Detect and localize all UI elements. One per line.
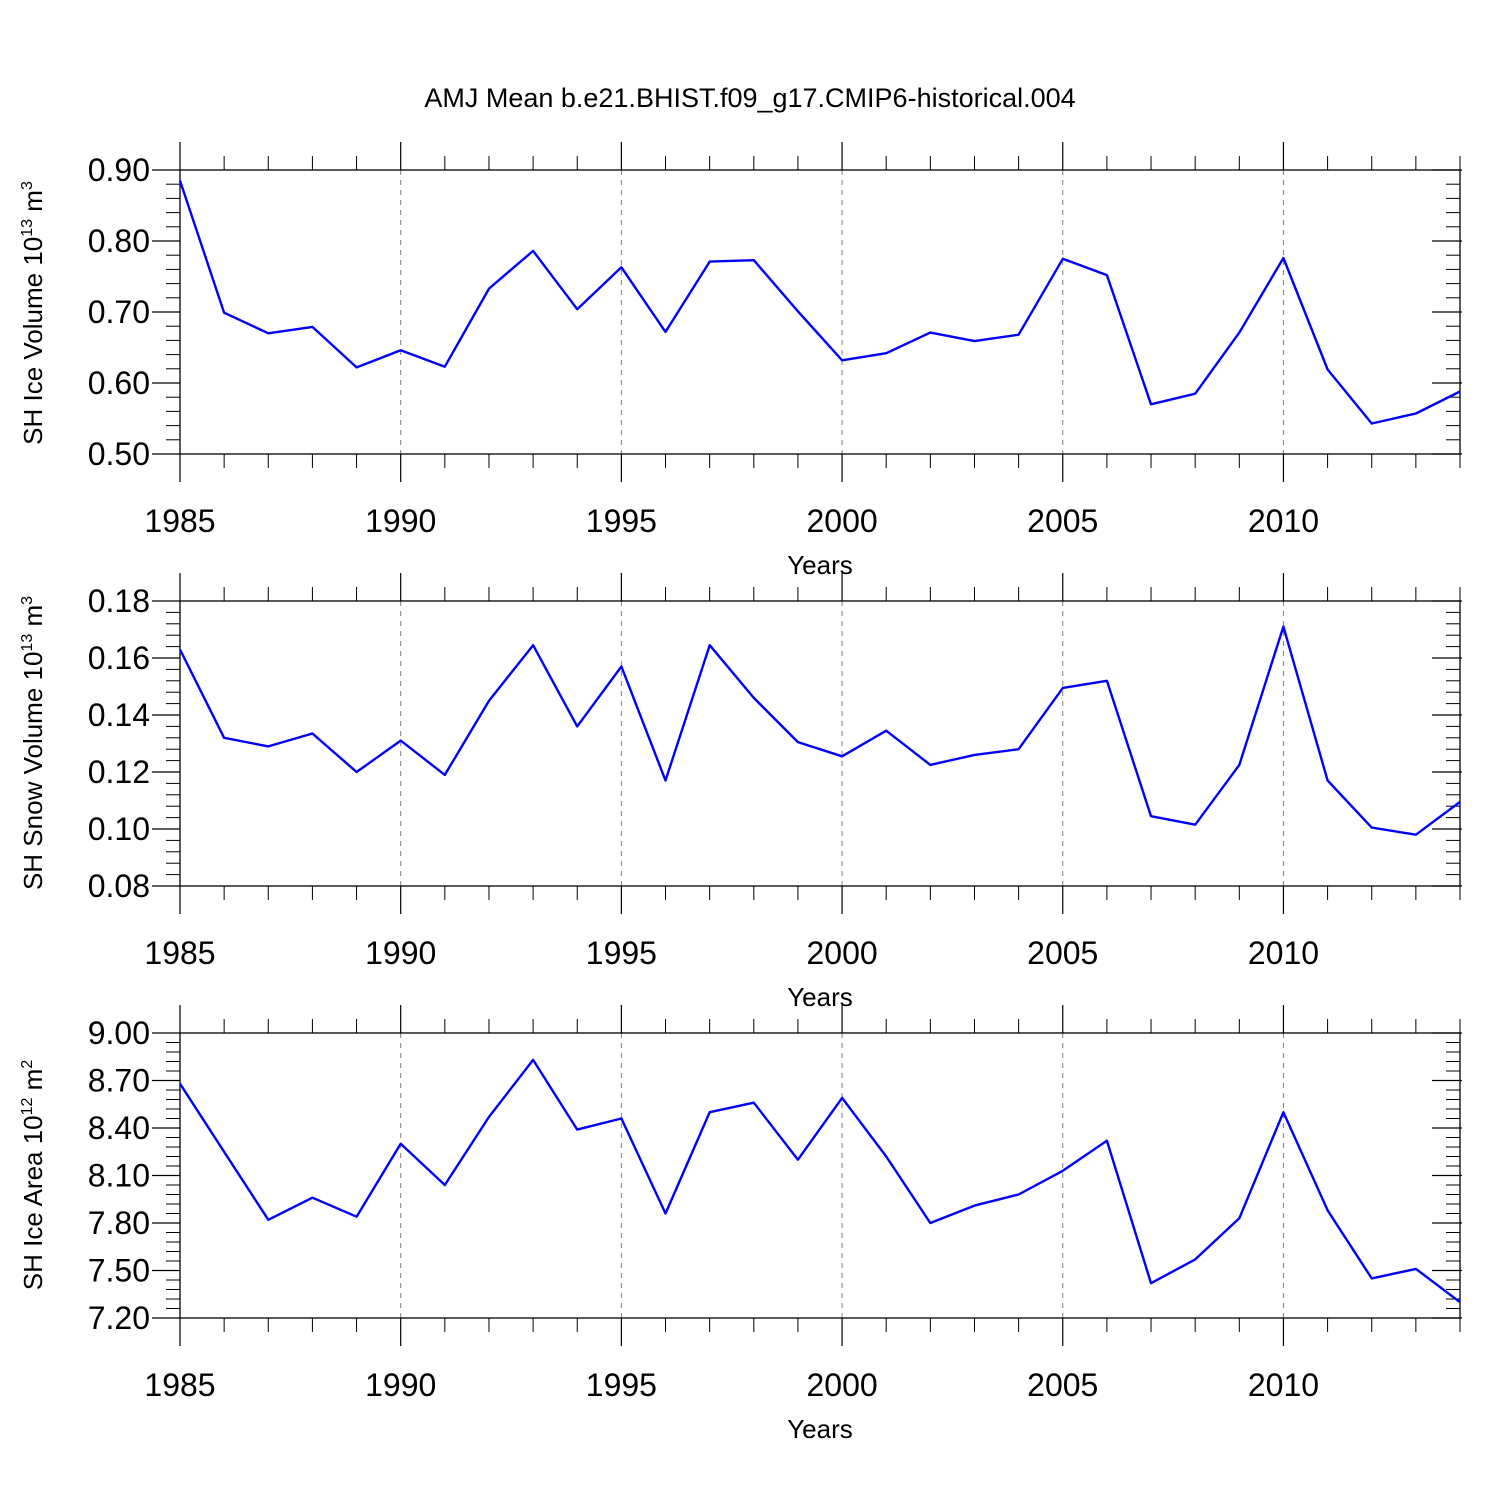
y-tick-label: 0.90 — [88, 152, 150, 188]
figure-title: AMJ Mean b.e21.BHIST.f09_g17.CMIP6-histo… — [424, 83, 1075, 113]
series-line — [178, 1058, 1461, 1304]
panel-ice-area: 7.20 7.50 7.80 8.10 8.40 8.70 9.00 1985 1990 1995… — [18, 1005, 1462, 1444]
y-tick-label: 0.18 — [88, 583, 150, 619]
y-tick-label: 0.08 — [88, 868, 150, 904]
x-tick-label: 1995 — [586, 935, 657, 971]
x-axis-title: Years — [787, 550, 853, 580]
x-tick-label: 1990 — [365, 1367, 436, 1403]
x-tick-label: 2005 — [1027, 1367, 1098, 1403]
x-tick-label: 2000 — [806, 503, 877, 539]
y-tick-label: 9.00 — [88, 1015, 150, 1051]
x-axis-title: Years — [787, 1414, 853, 1444]
y-tick-label: 7.20 — [88, 1300, 150, 1336]
y-tick-label: 0.10 — [88, 811, 150, 847]
x-axis-title: Years — [787, 982, 853, 1012]
plot-frame — [179, 1032, 1461, 1319]
series-line — [178, 625, 1461, 836]
y-axis-title: SH Ice Area 1012 m2 — [18, 1060, 48, 1291]
y-tick-label: 7.50 — [88, 1253, 150, 1289]
y-tick-label: 8.70 — [88, 1063, 150, 1099]
x-tick-label: 2000 — [806, 1367, 877, 1403]
x-tick-label: 2010 — [1248, 1367, 1319, 1403]
y-tick-label: 0.16 — [88, 640, 150, 676]
x-tick-label: 1990 — [365, 935, 436, 971]
y-tick-label: 0.70 — [88, 294, 150, 330]
x-tick-label: 1985 — [144, 935, 215, 971]
x-tick-label: 2000 — [806, 935, 877, 971]
plot-frame — [179, 169, 1461, 455]
y-tick-label: 0.80 — [88, 223, 150, 259]
x-tick-label: 1995 — [586, 1367, 657, 1403]
x-tick-label: 2010 — [1248, 503, 1319, 539]
x-tick-label: 2010 — [1248, 935, 1319, 971]
x-tick-label: 1995 — [586, 503, 657, 539]
y-tick-label: 0.60 — [88, 365, 150, 401]
y-tick-label: 8.40 — [88, 1110, 150, 1146]
x-tick-label: 1985 — [144, 1367, 215, 1403]
y-tick-label: 0.50 — [88, 436, 150, 472]
x-tick-label: 2005 — [1027, 935, 1098, 971]
x-tick-label: 1985 — [144, 503, 215, 539]
series-line — [178, 180, 1461, 425]
y-axis-title: SH Snow Volume 1013 m3 — [18, 596, 48, 890]
x-tick-label: 1990 — [365, 503, 436, 539]
y-tick-label: 7.80 — [88, 1205, 150, 1241]
panel-ice-volume: 0.50 0.60 0.70 0.80 0.90 1985 1990 1995 2000 2005… — [18, 142, 1462, 580]
plot-frame — [179, 600, 1461, 887]
panel-snow-volume: 0.08 0.10 0.12 0.14 0.16 0.18 1985 1990 1995 2000… — [18, 573, 1462, 1012]
x-tick-label: 2005 — [1027, 503, 1098, 539]
y-tick-label: 0.14 — [88, 697, 150, 733]
y-tick-label: 0.12 — [88, 754, 150, 790]
y-tick-label: 8.10 — [88, 1158, 150, 1194]
y-axis-title: SH Ice Volume 1013 m3 — [18, 181, 48, 445]
